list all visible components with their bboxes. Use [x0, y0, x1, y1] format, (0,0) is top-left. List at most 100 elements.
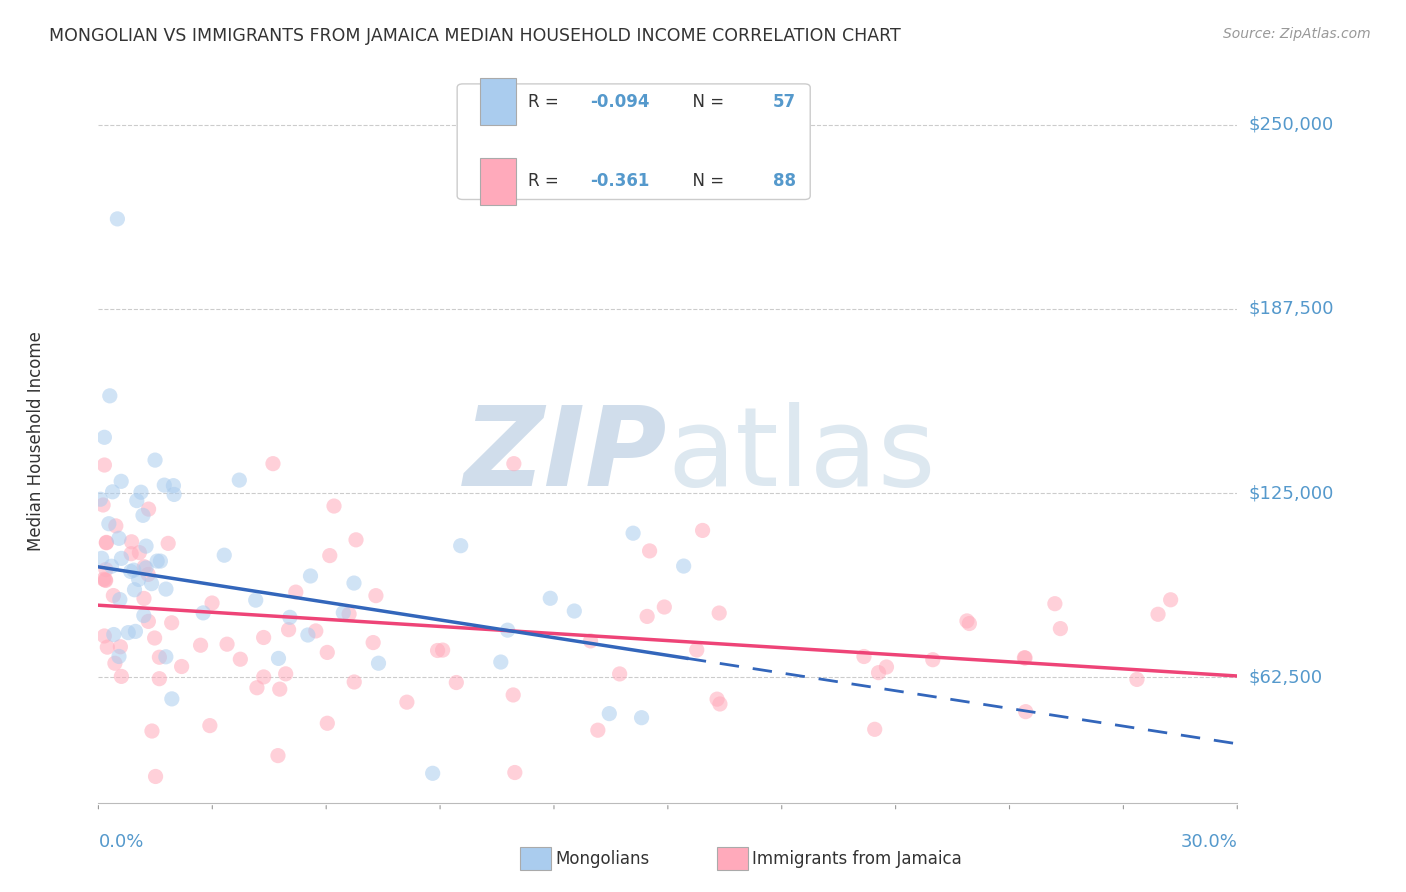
Point — [538, 591, 561, 606]
Point — [672, 559, 695, 574]
Point — [426, 643, 449, 657]
Point — [316, 645, 339, 659]
Text: Median Household Income: Median Household Income — [27, 332, 45, 551]
Point — [132, 508, 155, 523]
Point — [110, 551, 132, 566]
Point — [215, 637, 238, 651]
Point — [149, 554, 172, 568]
Point — [138, 615, 160, 629]
Point — [1126, 673, 1149, 687]
Point — [267, 748, 290, 763]
Point — [921, 653, 943, 667]
Point — [228, 473, 250, 487]
Point — [863, 723, 886, 737]
Point — [93, 430, 115, 444]
Point — [104, 519, 127, 533]
Point — [229, 652, 252, 666]
Point — [432, 643, 454, 657]
Point — [110, 475, 132, 489]
Point — [97, 516, 120, 531]
Point — [562, 604, 585, 618]
Point — [503, 765, 526, 780]
Point — [143, 631, 166, 645]
Point — [496, 623, 519, 637]
Point — [709, 606, 731, 620]
Point — [193, 606, 215, 620]
Point — [93, 572, 115, 586]
Point — [155, 582, 177, 596]
Point — [125, 493, 148, 508]
Point — [145, 769, 167, 783]
Point — [122, 563, 145, 577]
Point — [198, 718, 221, 732]
Point — [124, 582, 146, 597]
Point — [91, 498, 114, 512]
Point — [267, 651, 290, 665]
Point — [284, 585, 307, 599]
Point — [162, 478, 184, 492]
Point — [361, 635, 384, 649]
Text: 0.0%: 0.0% — [98, 833, 143, 851]
FancyBboxPatch shape — [457, 84, 810, 200]
Text: N =: N = — [682, 172, 728, 190]
Point — [278, 610, 301, 624]
Point — [1049, 622, 1071, 636]
Point — [1160, 592, 1182, 607]
Point — [598, 706, 620, 721]
Text: -0.094: -0.094 — [591, 93, 650, 111]
Point — [124, 624, 146, 639]
Point — [96, 535, 118, 549]
Point — [343, 576, 366, 591]
Point — [90, 551, 112, 566]
Bar — [479, 158, 516, 205]
Point — [621, 526, 644, 541]
Text: 88: 88 — [773, 172, 796, 190]
Point — [136, 567, 159, 582]
Point — [141, 576, 163, 591]
Point — [245, 593, 267, 607]
Point — [446, 675, 468, 690]
Point — [956, 614, 979, 628]
Point — [103, 627, 125, 641]
Point — [1015, 705, 1038, 719]
Text: ZIP: ZIP — [464, 402, 668, 509]
Point — [364, 589, 387, 603]
Point — [143, 453, 166, 467]
Point — [153, 478, 176, 492]
Point — [489, 655, 512, 669]
Point — [93, 458, 115, 472]
Point — [100, 559, 122, 574]
Point — [94, 574, 117, 588]
Point — [96, 640, 118, 655]
Point — [337, 607, 360, 621]
Text: N =: N = — [682, 93, 728, 111]
Point — [146, 554, 169, 568]
Point — [108, 649, 131, 664]
Point — [128, 546, 150, 560]
Point — [332, 606, 354, 620]
Point — [94, 573, 117, 587]
Point — [117, 625, 139, 640]
Point — [108, 531, 131, 545]
Point — [579, 633, 602, 648]
Point — [96, 536, 118, 550]
Point — [636, 609, 658, 624]
Point — [450, 539, 472, 553]
Point — [212, 548, 235, 562]
Point — [609, 667, 631, 681]
Text: R =: R = — [527, 93, 564, 111]
Point — [706, 692, 728, 706]
Point — [297, 628, 319, 642]
Point — [93, 629, 115, 643]
Point — [170, 659, 193, 673]
Text: Mongolians: Mongolians — [555, 850, 650, 868]
Point — [157, 536, 180, 550]
Point — [652, 600, 675, 615]
Point — [108, 592, 131, 607]
Point — [422, 766, 444, 780]
Point — [502, 457, 524, 471]
Point — [155, 649, 177, 664]
Text: $125,000: $125,000 — [1249, 484, 1334, 502]
Point — [101, 484, 124, 499]
Point — [319, 549, 342, 563]
